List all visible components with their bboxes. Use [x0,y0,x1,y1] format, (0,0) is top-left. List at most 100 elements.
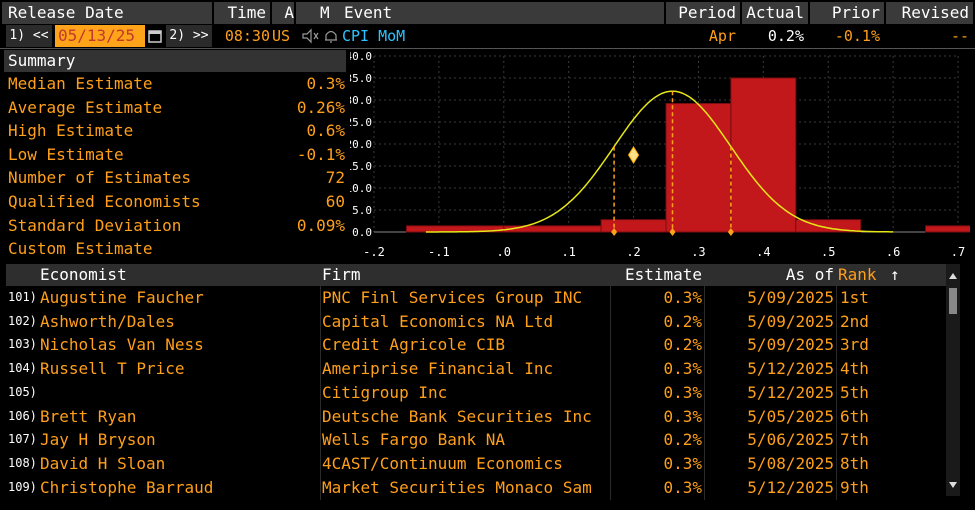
y-tick-label: 25.0 [350,116,372,129]
vline-marker [611,228,618,236]
summary-value: 0.09% [296,215,345,235]
cell-economist: Augustine Faucher [40,288,204,307]
table-row[interactable]: 103) Nicholas Van Ness Credit Agricole CIB… [0,333,946,357]
y-tick-label: 5.0 [352,204,372,217]
x-tick-label: .3 [691,245,705,259]
y-tick-label: 15.0 [350,160,372,173]
y-tick-label: 0.0 [352,226,372,239]
col-header-rank[interactable]: Rank [838,264,888,286]
summary-panel: Median Estimate 0.3% Average Estimate 0.26%… [0,72,346,262]
col-header-estimate[interactable]: Estimate [612,264,704,286]
scrollbar[interactable] [946,264,960,496]
row-index: 107) [8,432,37,447]
release-time: 08:30 [224,27,270,45]
release-period: Apr [708,27,736,45]
cell-rank: 8th [840,453,869,473]
release-date-input[interactable]: 05/13/25 [55,25,145,47]
x-tick-label: -.2 [363,245,385,259]
release-revised: -- [950,27,969,45]
cell-economist: Nicholas Van Ness [40,335,204,355]
release-actual: 0.2% [767,27,804,45]
cell-rank: 2nd [840,311,869,331]
x-tick-label: -.1 [428,245,450,259]
table-row[interactable]: 102) Ashworth/Dales Capital Economics NA L… [0,310,946,334]
cell-asof: 5/09/2025 [747,311,834,331]
cell-rank: 5th [840,382,869,402]
row-index: 102) [8,313,37,328]
x-tick-label: .4 [756,245,770,259]
table-row[interactable]: 107) Jay H Bryson Wells Fargo Bank NA 0.2% 5… [0,428,946,452]
release-prior: -0.1% [834,27,880,45]
x-tick-label: .2 [626,245,640,259]
header-actual: Actual [742,2,808,24]
table-row[interactable]: 106) Brett Ryan Deutsche Bank Securities I… [0,405,946,429]
summary-value: 0.26% [296,97,345,117]
y-tick-label: 30.0 [350,94,372,107]
table-row[interactable]: 109) Christophe Barraud Market Securities … [0,476,946,500]
cell-estimate: 0.3% [663,453,702,473]
histogram-bar [795,219,862,233]
header-event: Event [340,2,664,24]
cell-rank: 4th [840,359,869,379]
cell-rank: 7th [840,430,869,450]
summary-label: Qualified Economists [8,192,201,211]
column-divider [610,286,611,500]
cell-asof: 5/12/2025 [747,477,834,497]
cell-economist [40,381,318,405]
estimate-distribution-chart: 0.0 5.0 10.0 15.0 20.0 25.0 30.0 35.0 40.0 -.2 -.1… [350,50,970,259]
row-index: 103) [8,337,37,352]
header-prior: Prior [810,2,884,24]
y-tick-label: 10.0 [350,182,372,195]
cell-estimate: 0.3% [663,382,702,402]
histogram-bar [503,225,602,233]
cell-firm: Wells Fargo Bank NA [322,430,506,450]
scrollbar-graphic[interactable] [946,264,960,496]
summary-title: Summary [4,50,346,72]
cell-asof: 5/06/2025 [747,430,834,450]
summary-value: 72 [325,168,345,188]
sort-arrow-icon[interactable]: ↑ [890,264,910,286]
header-a: A [272,2,294,24]
summary-row: Average Estimate 0.26% [8,96,345,120]
row-index: 101) [8,290,37,304]
prev-date-button[interactable]: 1) << [6,25,52,47]
bell-icon[interactable] [322,25,340,47]
vline-marker [727,228,734,236]
summary-label: Low Estimate [8,144,124,164]
row-index: 106) [8,408,37,423]
summary-label: Number of Estimates [8,168,192,188]
header-release-date: Release Date [2,2,212,24]
cell-estimate: 0.2% [663,335,702,355]
header-time: Time [214,2,270,24]
table-row[interactable]: 108) David H Sloan 4CAST/Continuum Economi… [0,452,946,476]
table-row[interactable]: 101) Augustine Faucher PNC Finl Services G… [0,286,946,310]
speaker-icon[interactable] [300,25,320,47]
col-header-economist[interactable]: Economist [40,264,320,286]
economist-table: 101) Augustine Faucher PNC Finl Services G… [0,286,946,500]
scroll-up-icon [949,273,957,279]
summary-label: Custom Estimate [8,239,153,259]
column-divider [320,286,321,500]
col-header-asof[interactable]: As of [706,264,836,286]
cell-estimate: 0.3% [663,288,702,307]
x-tick-label: .5 [821,245,835,259]
scroll-down-icon [949,482,957,488]
cell-firm: 4CAST/Continuum Economics [322,453,563,473]
x-tick-label: .0 [497,245,511,259]
table-row[interactable]: 104) Russell T Price Ameriprise Financial … [0,357,946,381]
col-header-firm[interactable]: Firm [322,264,612,286]
summary-label: Standard Deviation [8,215,182,235]
calendar-icon[interactable] [148,25,162,47]
release-country: US [272,27,291,45]
cell-rank: 6th [840,406,869,426]
cell-firm: Ameriprise Financial Inc [322,359,554,379]
cell-asof: 5/05/2025 [747,406,834,426]
histogram-bar [925,225,970,233]
cell-asof: 5/09/2025 [747,288,834,307]
table-row[interactable]: 105) Citigroup Inc 0.3% 5/12/2025 5th [0,381,946,405]
event-name[interactable]: CPI MoM [342,27,406,45]
y-tick-label: 20.0 [350,138,372,151]
next-date-button[interactable]: 2) >> [166,25,212,47]
cell-firm: PNC Finl Services Group INC [322,288,583,307]
cell-estimate: 0.2% [663,311,702,331]
